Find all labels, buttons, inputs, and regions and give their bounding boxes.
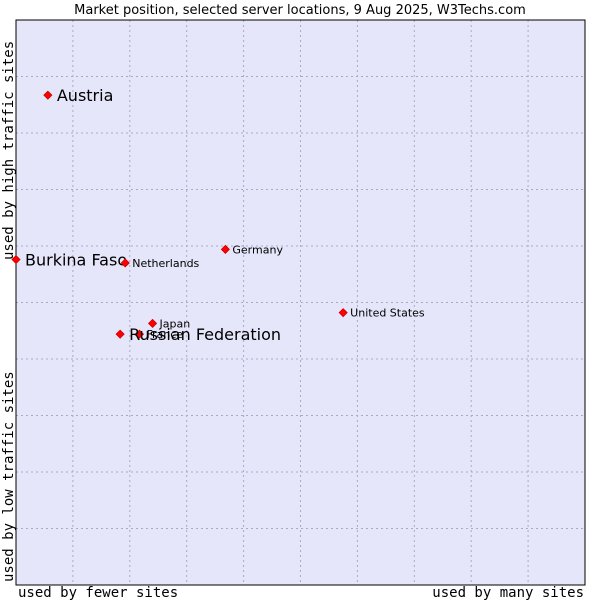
- point-russian-federation: Russian Federation: [115, 325, 281, 344]
- label-austria: Austria: [57, 86, 114, 105]
- point-france: France: [134, 328, 183, 341]
- chart-title: Market position, selected server locatio…: [74, 3, 526, 18]
- marker-russian-federation: [115, 329, 125, 339]
- label-netherlands: Netherlands: [132, 257, 199, 270]
- marker-netherlands: [120, 258, 130, 268]
- label-france: France: [146, 328, 183, 341]
- x-axis-label-left: used by fewer sites: [18, 585, 178, 600]
- point-germany: Germany: [220, 243, 283, 256]
- point-japan: Japan: [147, 317, 191, 330]
- point-united-states: United States: [338, 307, 425, 320]
- y-axis-label-bottom: used by low traffic sites: [1, 371, 17, 582]
- marker-japan: [147, 318, 158, 328]
- label-burkina-faso: Burkina Faso: [25, 251, 127, 270]
- plot-border: [15, 19, 586, 586]
- point-netherlands: Netherlands: [120, 257, 200, 270]
- point-burkina-faso: Burkina Faso: [11, 251, 127, 270]
- y-axis-label-top: used by high traffic sites: [1, 41, 17, 260]
- points: Austria Burkina Faso Netherlands Germany Uni…: [11, 86, 425, 344]
- marker-burkina-faso: [11, 254, 21, 265]
- marker-austria: [43, 90, 53, 100]
- label-russian-federation: Russian Federation: [129, 325, 281, 344]
- label-germany: Germany: [232, 243, 283, 256]
- marker-france: [134, 329, 145, 339]
- label-united-states: United States: [350, 307, 425, 320]
- marker-united-states: [338, 308, 348, 318]
- marker-germany: [220, 244, 230, 254]
- grid: [16, 20, 585, 585]
- x-axis-label-right: used by many sites: [432, 585, 584, 600]
- label-japan: Japan: [159, 317, 191, 330]
- point-austria: Austria: [43, 86, 114, 105]
